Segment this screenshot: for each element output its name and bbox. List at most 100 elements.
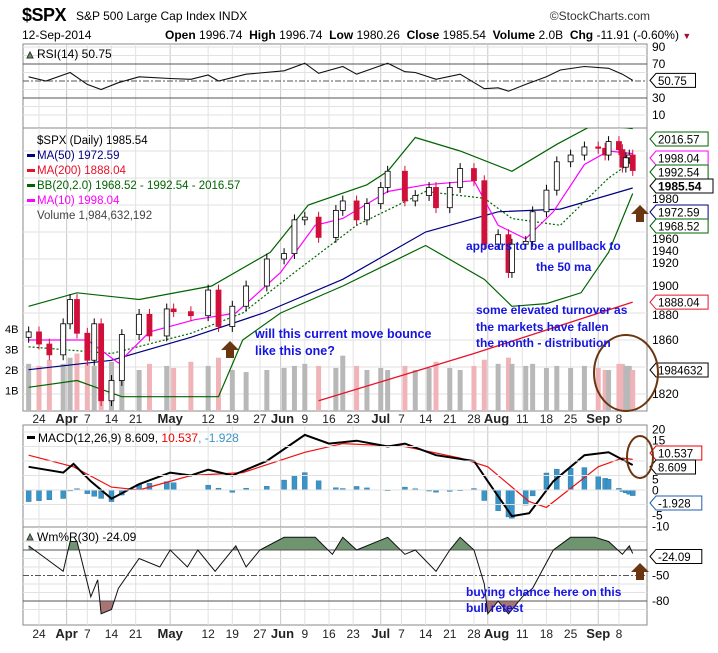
macd-histogram-bar [108, 489, 115, 502]
volume-bar [264, 370, 270, 411]
annotation-line: bull retest [466, 601, 524, 615]
legend-swatch [27, 436, 35, 439]
macd-histogram-bar [36, 489, 42, 501]
value-tag [649, 495, 703, 511]
macd-histogram-bar [529, 489, 536, 497]
price-tick-label: 1960 [652, 232, 679, 246]
date-tick-label: 8 [616, 412, 623, 426]
macd-legend-part: , -1.928 [198, 431, 239, 445]
candle-body [263, 258, 270, 287]
brand-logo[interactable]: ©StockCharts.com [549, 9, 650, 23]
volume-bar [505, 357, 511, 411]
volume-bar [412, 370, 418, 411]
macd-histogram-bar [630, 489, 636, 496]
date-tick-label: 12 [201, 412, 215, 426]
candle-body [402, 170, 408, 202]
macd-histogram-bar [60, 489, 66, 499]
annotation-line: some elevated turnover as [476, 303, 628, 317]
price-tick-label: 1940 [652, 244, 679, 258]
low-value: 1980.26 [356, 28, 400, 42]
macd-tick-label: -10 [652, 520, 670, 534]
macd-histogram-bar [170, 482, 177, 491]
triangle-down-icon: ▼ [682, 31, 692, 41]
volume-bar [447, 367, 453, 411]
date-tick-label: 7 [398, 627, 405, 641]
volume-bar [60, 363, 66, 411]
date-tick-label: 24 [32, 627, 46, 641]
volume-tick-label: 2B [5, 365, 18, 377]
candle-body [60, 323, 67, 356]
volume-bar [364, 370, 370, 411]
date-tick-label: 25 [564, 412, 578, 426]
date-tick-label: 27 [253, 627, 267, 641]
volume-bar [229, 370, 235, 411]
date-tick-label: 21 [443, 412, 457, 426]
date-tick-label: 9 [301, 627, 308, 641]
exchange: INDX [218, 9, 248, 23]
candle-body [332, 209, 339, 238]
value-tag [649, 131, 709, 147]
date-tick-label: 19 [226, 412, 240, 426]
date-tick-label: May [158, 411, 184, 426]
candle-body [163, 308, 170, 337]
candle-body [315, 216, 322, 238]
volume-bar [84, 363, 90, 411]
volume-bar [523, 365, 529, 411]
value-tag [649, 218, 709, 234]
date-tick-label: 25 [564, 627, 578, 641]
candle-body [215, 289, 222, 327]
volume-bar [626, 365, 632, 411]
chg-value: -11.91 (-0.60%) [596, 28, 679, 42]
value-tag-label: 1984632 [658, 366, 703, 378]
legend-swatch [27, 169, 35, 172]
candle-body [433, 187, 439, 209]
volume-bar [46, 359, 52, 411]
macd-tick-label: 0 [652, 484, 659, 498]
open-label: Open [165, 28, 196, 42]
arrow-up-icon [221, 341, 239, 358]
close-value: 1985.54 [442, 28, 486, 42]
volume-bar [291, 365, 297, 411]
macd-tick-label: -5 [652, 509, 663, 523]
arrow-up-icon [631, 563, 649, 580]
candle-body [377, 187, 384, 205]
date-tick-label: Jul [371, 626, 390, 641]
volume-bar [581, 365, 587, 411]
volume-tick-label: 1B [5, 386, 18, 398]
macd-histogram-bar [84, 489, 91, 494]
candle-body [136, 313, 143, 336]
volume-bar [67, 357, 73, 411]
volume-bar [243, 372, 249, 411]
annotation-bounce: will this current move bounce like this o… [255, 326, 431, 359]
name-text: S&P 500 Large Cap Index [76, 9, 216, 23]
date-tick-label: 21 [129, 412, 143, 426]
date-tick-label: 8 [616, 627, 623, 641]
candle-body [243, 285, 250, 307]
volume-bar [623, 365, 629, 411]
rsi-icon [26, 50, 34, 59]
legend-swatch [27, 184, 35, 187]
price-tick-label: 1880 [652, 308, 679, 322]
wmr-overbought-fill [28, 537, 633, 550]
candle-body [281, 253, 287, 260]
candle-body [301, 216, 308, 221]
date-tick-label: Jul [371, 411, 390, 426]
candle-body [567, 154, 574, 163]
candle-body [616, 141, 622, 151]
annotation-line: the month - distribution [476, 336, 611, 350]
macd-tick-label: 20 [652, 423, 666, 437]
volume-bar [471, 365, 477, 411]
candle-body [36, 331, 42, 345]
legend-swatch [27, 199, 35, 202]
volume-label: Volume [492, 28, 536, 42]
date-tick-label: 14 [419, 412, 433, 426]
candle-body [495, 234, 502, 245]
quote-summary: Open 1996.74 High 1996.74 Low 1980.26 Cl… [165, 28, 691, 42]
volume-bar [378, 367, 384, 411]
volume-bar [433, 361, 439, 411]
candle-body [457, 168, 464, 188]
line-ma-200- [318, 301, 633, 402]
price-legend-item: MA(200) 1888.04 [37, 165, 126, 177]
date-tick-label: 14 [419, 627, 433, 641]
date-tick-label: 7 [84, 412, 91, 426]
